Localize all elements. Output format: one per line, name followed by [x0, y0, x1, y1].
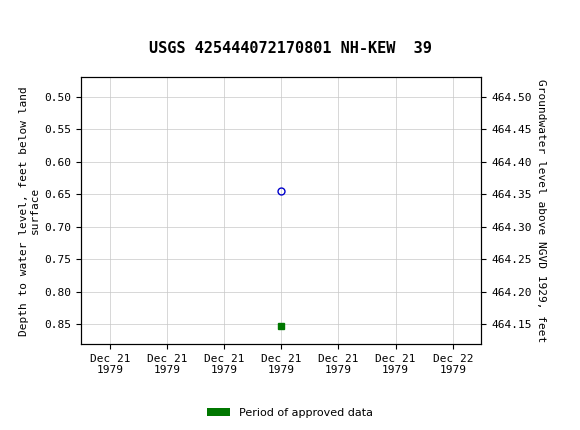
- Text: USGS: USGS: [58, 10, 118, 29]
- Text: USGS 425444072170801 NH-KEW  39: USGS 425444072170801 NH-KEW 39: [148, 41, 432, 56]
- Y-axis label: Depth to water level, feet below land
surface: Depth to water level, feet below land su…: [19, 86, 41, 335]
- Legend: Period of approved data: Period of approved data: [203, 403, 377, 422]
- Y-axis label: Groundwater level above NGVD 1929, feet: Groundwater level above NGVD 1929, feet: [536, 79, 546, 342]
